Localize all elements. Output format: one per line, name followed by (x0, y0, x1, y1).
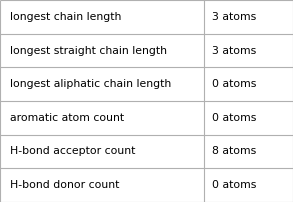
Text: longest aliphatic chain length: longest aliphatic chain length (10, 79, 171, 89)
Text: 3 atoms: 3 atoms (212, 45, 256, 56)
Text: 0 atoms: 0 atoms (212, 79, 256, 89)
Text: 0 atoms: 0 atoms (212, 180, 256, 190)
Text: 8 atoms: 8 atoms (212, 146, 256, 157)
Text: H-bond acceptor count: H-bond acceptor count (10, 146, 135, 157)
Text: 0 atoms: 0 atoms (212, 113, 256, 123)
Text: 3 atoms: 3 atoms (212, 12, 256, 22)
Text: longest chain length: longest chain length (10, 12, 121, 22)
Text: H-bond donor count: H-bond donor count (10, 180, 119, 190)
Text: longest straight chain length: longest straight chain length (10, 45, 167, 56)
Text: aromatic atom count: aromatic atom count (10, 113, 124, 123)
